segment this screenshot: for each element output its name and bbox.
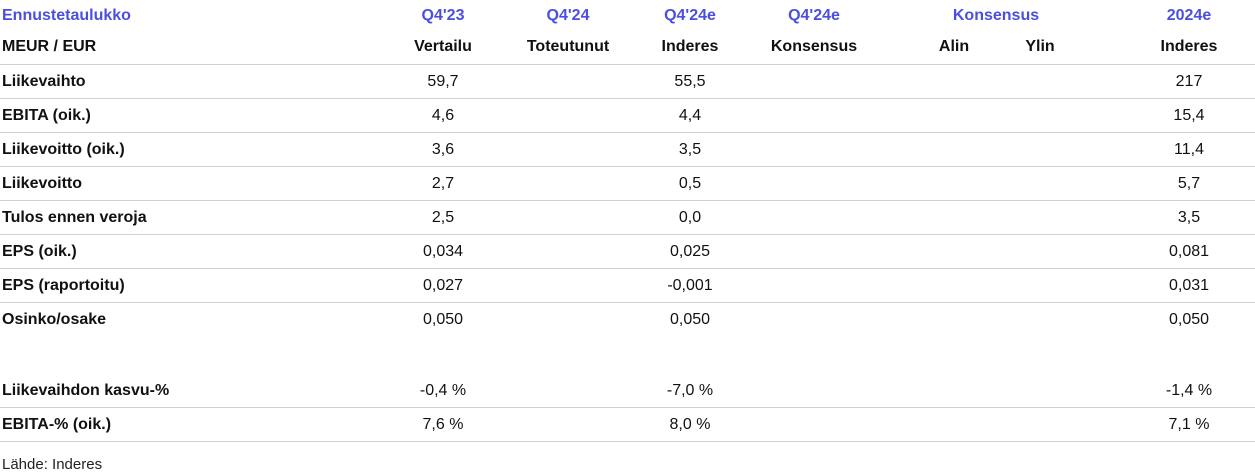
table-row: EPS (oik.) 0,034 0,025 0,081 bbox=[0, 235, 1255, 269]
cell-q4-23: 0,027 bbox=[422, 277, 464, 294]
col-subheader-inderes: Inderes bbox=[661, 38, 719, 55]
row-label: EBITA-% (oik.) bbox=[2, 416, 112, 433]
col-header-q4-24: Q4'24 bbox=[546, 7, 590, 24]
cell-q4-23: 0,050 bbox=[422, 311, 464, 328]
cell-q4-24e-inderes: 0,025 bbox=[669, 243, 711, 260]
cell-q4-23: 7,6 % bbox=[422, 416, 464, 433]
cell-q4-23: 4,6 bbox=[431, 107, 455, 124]
table-row: Tulos ennen veroja 2,5 0,0 3,5 bbox=[0, 201, 1255, 235]
cell-q4-24e-inderes: 4,4 bbox=[678, 107, 702, 124]
col-subheader-konsensus: Konsensus bbox=[770, 38, 858, 55]
col-subheader-alin: Alin bbox=[938, 38, 970, 55]
row-label: Tulos ennen veroja bbox=[2, 209, 147, 226]
cell-q4-24e-inderes: 0,5 bbox=[678, 175, 702, 192]
col-header-q4-24e-inderes: Q4'24e bbox=[664, 7, 716, 24]
cell-2024e: 0,050 bbox=[1168, 311, 1210, 328]
cell-2024e: 3,5 bbox=[1177, 209, 1201, 226]
cell-2024e: 217 bbox=[1175, 73, 1203, 90]
cell-2024e: 0,081 bbox=[1168, 243, 1210, 260]
cell-q4-23: 2,5 bbox=[431, 209, 455, 226]
table-row: EBITA-% (oik.) 7,6 % 8,0 % 7,1 % bbox=[0, 408, 1255, 442]
col-header-q4-23: Q4'23 bbox=[421, 7, 465, 24]
cell-2024e: 11,4 bbox=[1174, 141, 1204, 158]
cell-q4-24e-inderes: 8,0 % bbox=[669, 416, 711, 433]
col-subheader-ylin: Ylin bbox=[1025, 38, 1055, 55]
table-row: Liikevaihdon kasvu-% -0,4 % -7,0 % -1,4 … bbox=[0, 374, 1255, 408]
source-note: Lähde: Inderes bbox=[2, 456, 103, 473]
cell-2024e: 15,4 bbox=[1173, 107, 1205, 124]
row-label: Liikevoitto (oik.) bbox=[2, 141, 125, 158]
header-row-top: Ennustetaulukko Q4'23 Q4'24 Q4'24e Q4'24… bbox=[0, 0, 1255, 34]
cell-q4-23: 2,7 bbox=[431, 175, 455, 192]
row-label: EBITA (oik.) bbox=[2, 107, 91, 124]
units-label: MEUR / EUR bbox=[2, 38, 97, 55]
cell-q4-23: 0,034 bbox=[422, 243, 464, 260]
cell-q4-24e-inderes: 55,5 bbox=[674, 73, 706, 90]
col-header-2024e: 2024e bbox=[1166, 7, 1212, 24]
table-row: EPS (raportoitu) 0,027 -0,001 0,031 bbox=[0, 269, 1255, 303]
row-label: Liikevaihto bbox=[2, 73, 86, 90]
cell-2024e: 5,7 bbox=[1177, 175, 1201, 192]
col-subheader-inderes-2024e: Inderes bbox=[1160, 38, 1218, 55]
table-row: Liikevaihto 59,7 55,5 217 bbox=[0, 65, 1255, 99]
cell-q4-24e-inderes: 0,050 bbox=[669, 311, 711, 328]
cell-q4-23: 3,6 bbox=[431, 141, 455, 158]
col-subheader-toteutunut: Toteutunut bbox=[526, 38, 610, 55]
row-label: Liikevoitto bbox=[2, 175, 83, 192]
cell-q4-23: 59,7 bbox=[427, 73, 459, 90]
cell-q4-23: -0,4 % bbox=[419, 382, 467, 399]
row-label: EPS (oik.) bbox=[2, 243, 77, 260]
forecast-table: Ennustetaulukko Q4'23 Q4'24 Q4'24e Q4'24… bbox=[0, 0, 1255, 442]
cell-q4-24e-inderes: 3,5 bbox=[678, 141, 702, 158]
col-subheader-vertailu: Vertailu bbox=[414, 38, 472, 55]
table-row: Liikevoitto (oik.) 3,6 3,5 11,4 bbox=[0, 133, 1255, 167]
table-row: Liikevoitto 2,7 0,5 5,7 bbox=[0, 167, 1255, 201]
cell-2024e: -1,4 % bbox=[1165, 382, 1213, 399]
cell-q4-24e-inderes: 0,0 bbox=[678, 209, 702, 226]
header-row-bottom: MEUR / EUR Vertailu Toteutunut Inderes K… bbox=[0, 34, 1255, 65]
row-label: Osinko/osake bbox=[2, 311, 107, 328]
cell-2024e: 0,031 bbox=[1168, 277, 1210, 294]
table-row: EBITA (oik.) 4,6 4,4 15,4 bbox=[0, 99, 1255, 133]
table-title: Ennustetaulukko bbox=[2, 7, 131, 24]
row-label: EPS (raportoitu) bbox=[2, 277, 125, 294]
table-row: Osinko/osake 0,050 0,050 0,050 bbox=[0, 303, 1255, 337]
cell-q4-24e-inderes: -0,001 bbox=[667, 277, 713, 294]
col-header-q4-24e-consensus: Q4'24e bbox=[788, 7, 840, 24]
col-header-consensus-range: Konsensus bbox=[952, 7, 1040, 24]
cell-2024e: 7,1 % bbox=[1168, 416, 1210, 433]
cell-q4-24e-inderes: -7,0 % bbox=[666, 382, 714, 399]
row-label: Liikevaihdon kasvu-% bbox=[2, 382, 170, 399]
table-spacer bbox=[0, 337, 1255, 374]
